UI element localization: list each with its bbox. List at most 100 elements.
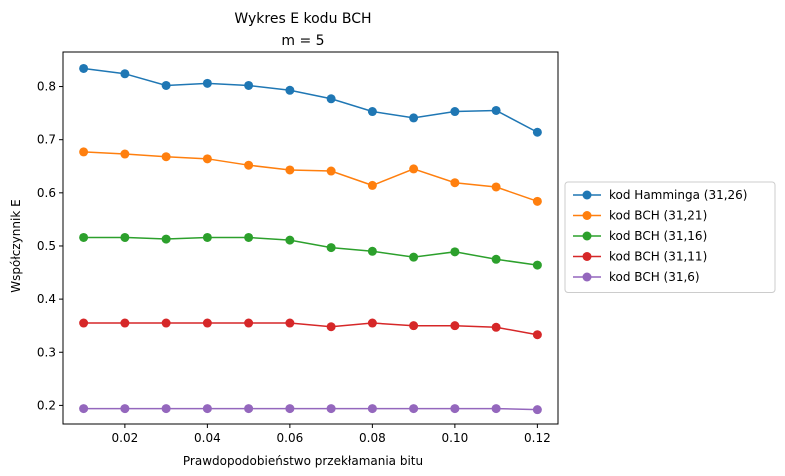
data-point [244,80,254,90]
legend-label: kod BCH (31,21) [609,209,707,223]
data-point [326,243,336,253]
data-point [532,405,542,415]
data-point [244,232,254,242]
data-point [161,318,171,328]
data-point [367,404,377,414]
x-tick-label: 0.12 [524,431,551,445]
series-line [83,322,538,336]
data-point [491,322,501,332]
y-axis-label: Współczynnik E [9,199,23,292]
series-line [83,407,538,411]
x-tick-label: 0.04 [194,431,221,445]
legend-label: kod BCH (31,6) [609,270,700,284]
series-layer [79,63,542,415]
data-point [532,127,542,137]
data-point [79,318,89,328]
data-point [244,318,254,328]
data-point [491,404,501,414]
data-point [326,322,336,332]
y-tick-label: 0.8 [37,80,56,94]
y-tick-label: 0.7 [37,133,56,147]
data-point [285,235,295,245]
data-point [79,232,89,242]
data-point [491,254,501,264]
data-point [120,69,130,79]
data-point [120,149,130,159]
data-point [202,78,212,88]
data-point [367,107,377,117]
legend-label: kod Hamminga (31,26) [609,188,748,202]
legend-item: kod Hamminga (31,26) [573,188,748,202]
legend-item: kod BCH (31,11) [573,250,707,264]
legend-marker [582,272,592,282]
series-2 [79,147,542,206]
y-tick-label: 0.3 [37,345,56,359]
x-axis: 0.02 0.04 0.06 0.08 0.10 0.12 [112,424,551,445]
data-point [532,330,542,340]
data-point [491,105,501,115]
data-point [532,260,542,270]
series-1 [79,63,542,137]
x-tick-label: 0.10 [442,431,469,445]
series-line [83,67,538,133]
y-tick-label: 0.6 [37,186,56,200]
data-point [202,318,212,328]
data-point [367,318,377,328]
legend-label: kod BCH (31,11) [609,250,707,264]
data-point [285,165,295,175]
data-point [79,147,89,157]
data-point [409,164,419,174]
series-4 [79,318,542,340]
x-tick-label: 0.06 [277,431,304,445]
series-line [83,236,538,266]
data-point [367,246,377,256]
data-point [450,404,460,414]
series-3 [79,232,542,270]
data-point [161,404,171,414]
data-point [161,80,171,90]
data-point [285,85,295,95]
data-point [244,404,254,414]
data-point [326,404,336,414]
legend: kod Hamminga (31,26) kod BCH (31,21) kod B… [564,181,776,293]
data-point [161,152,171,162]
data-point [326,166,336,176]
data-point [367,180,377,190]
legend-marker [582,231,592,241]
x-axis-label: Prawdopodobieństwo przekłamania bitu [183,454,423,468]
data-point [161,234,171,244]
data-point [79,404,89,414]
data-point [120,404,130,414]
legend-marker [582,211,592,220]
chart-subtitle: m = 5 [281,33,324,49]
legend-item: kod BCH (31,16) [573,229,707,243]
y-tick-label: 0.4 [37,292,56,306]
data-point [120,318,130,328]
series-line [83,151,538,203]
x-tick-label: 0.02 [112,431,139,445]
data-point [450,247,460,257]
chart-title: Wykres E kodu BCH [234,11,371,27]
data-point [409,113,419,123]
data-point [244,160,254,170]
legend-marker [582,190,592,200]
y-tick-label: 0.5 [37,239,56,253]
data-point [450,178,460,188]
data-point [409,252,419,262]
legend-box [564,181,776,293]
data-point [79,63,89,73]
series-5 [79,404,542,415]
data-point [491,182,501,192]
data-point [285,318,295,328]
data-point [202,404,212,414]
y-tick-label: 0.2 [37,398,56,412]
data-point [409,404,419,414]
data-point [326,94,336,104]
data-point [120,232,130,242]
data-point [450,107,460,117]
data-point [450,321,460,331]
legend-label: kod BCH (31,16) [609,229,707,243]
plot-frame [62,51,559,425]
data-point [285,404,295,414]
